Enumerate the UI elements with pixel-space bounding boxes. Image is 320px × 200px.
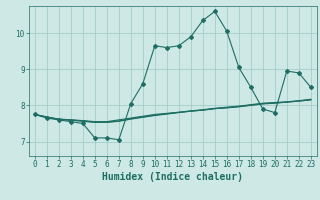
X-axis label: Humidex (Indice chaleur): Humidex (Indice chaleur)	[102, 172, 243, 182]
